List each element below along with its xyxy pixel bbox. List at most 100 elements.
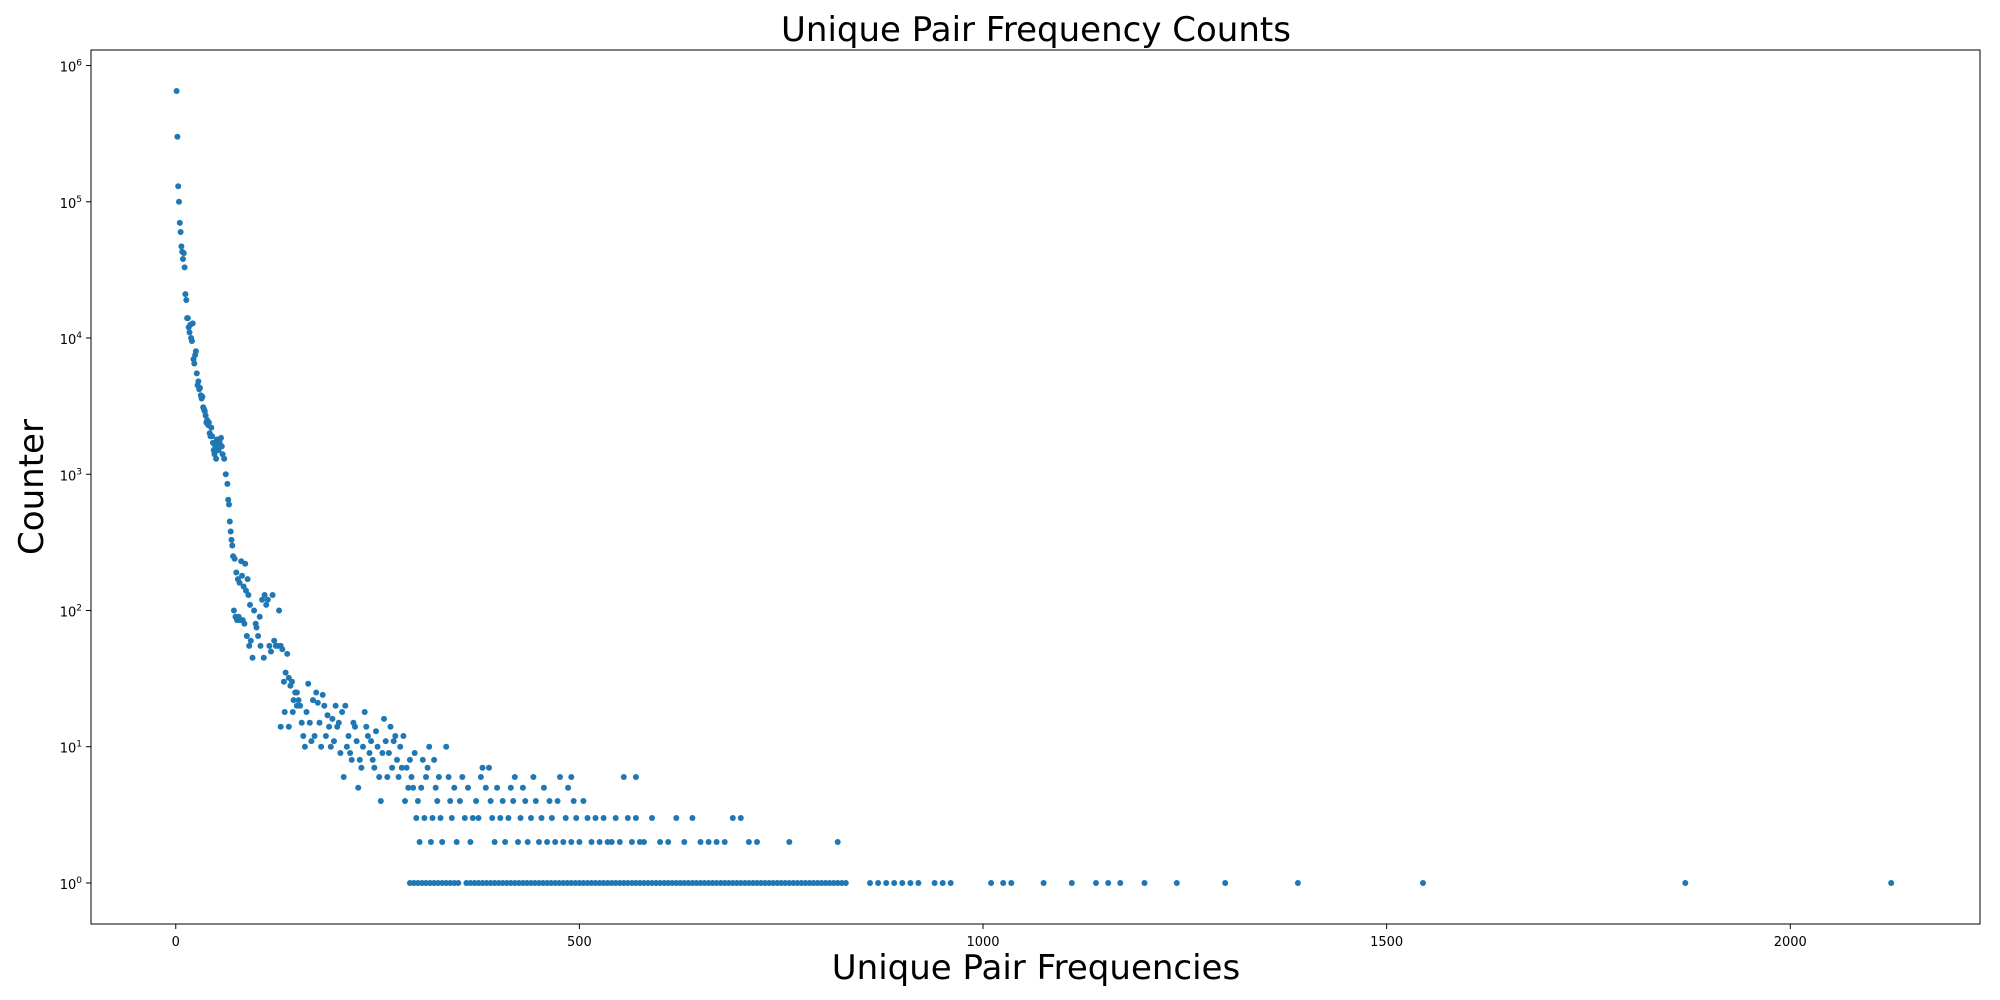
data-point — [411, 750, 418, 756]
data-point — [469, 815, 476, 821]
data-point — [282, 669, 289, 676]
data-point — [371, 764, 378, 771]
data-point — [528, 815, 534, 821]
data-point — [497, 815, 504, 821]
data-point — [382, 738, 389, 745]
data-point — [199, 393, 206, 400]
data-point — [266, 642, 273, 649]
data-point — [467, 839, 474, 845]
data-point — [311, 733, 318, 739]
data-point — [491, 880, 498, 886]
data-point — [303, 709, 310, 715]
data-point — [560, 839, 567, 845]
data-point — [557, 774, 563, 780]
data-point — [511, 774, 518, 780]
data-point — [263, 601, 270, 608]
data-point — [222, 471, 229, 478]
data-point — [758, 880, 764, 886]
data-point — [176, 198, 182, 205]
data-point — [224, 480, 231, 487]
data-point — [360, 743, 366, 750]
data-point — [448, 815, 455, 821]
data-point — [544, 839, 551, 845]
y-axis-label: Counter — [12, 419, 52, 555]
data-point — [447, 880, 454, 886]
data-point — [503, 880, 510, 886]
data-point — [395, 774, 402, 780]
data-point — [236, 579, 243, 586]
data-point — [387, 723, 394, 730]
data-point — [580, 798, 587, 804]
data-point — [225, 496, 232, 503]
data-point — [546, 798, 553, 804]
data-point — [361, 709, 368, 715]
data-point — [243, 633, 250, 639]
data-point — [1888, 880, 1895, 886]
data-point — [259, 596, 266, 603]
data-point — [356, 756, 363, 763]
data-point — [620, 774, 627, 780]
data-point — [255, 633, 262, 639]
data-point — [649, 880, 655, 886]
data-point — [580, 880, 587, 886]
data-point — [208, 424, 215, 431]
data-point — [306, 719, 313, 726]
data-point — [180, 256, 186, 262]
data-point — [502, 839, 509, 845]
data-point — [437, 815, 444, 821]
data-point — [416, 839, 423, 845]
data-point — [842, 880, 849, 886]
data-point — [665, 839, 672, 845]
data-point — [1682, 880, 1689, 886]
data-point — [405, 784, 412, 791]
data-point — [1105, 880, 1112, 886]
data-point — [340, 774, 347, 780]
data-point — [782, 880, 789, 886]
data-point — [669, 880, 676, 886]
data-point — [570, 798, 577, 804]
data-point — [293, 689, 300, 696]
data-point — [423, 774, 429, 780]
data-point — [221, 455, 228, 462]
data-point — [435, 880, 442, 886]
data-point — [875, 880, 882, 886]
data-point — [489, 815, 496, 821]
data-point — [467, 880, 474, 886]
data-point — [573, 815, 580, 821]
data-point — [1117, 880, 1124, 886]
data-point — [554, 798, 561, 804]
data-point — [596, 839, 603, 845]
data-point — [475, 815, 482, 821]
data-point — [790, 880, 797, 886]
data-point — [413, 815, 420, 821]
data-point — [461, 815, 468, 821]
data-point — [649, 815, 655, 821]
data-point — [373, 728, 379, 735]
data-point — [319, 691, 326, 698]
data-point — [180, 250, 187, 257]
data-point — [426, 743, 433, 750]
data-point — [226, 501, 232, 508]
data-point — [314, 699, 321, 706]
data-point — [1141, 880, 1148, 886]
data-point — [814, 880, 821, 886]
data-point — [439, 839, 446, 845]
data-point — [418, 784, 425, 791]
data-point — [565, 784, 572, 791]
data-point — [406, 756, 413, 763]
data-point — [754, 839, 760, 845]
data-point — [322, 733, 329, 739]
data-point — [456, 798, 463, 804]
data-point — [183, 297, 190, 303]
data-point — [285, 723, 292, 730]
data-point — [429, 815, 436, 821]
data-point — [1173, 880, 1180, 886]
data-point — [891, 880, 898, 886]
data-point — [188, 338, 195, 344]
data-point — [592, 815, 599, 821]
data-point — [511, 880, 518, 886]
data-point — [568, 880, 575, 886]
data-point — [636, 880, 643, 886]
data-point — [193, 370, 200, 377]
data-point — [479, 880, 486, 886]
